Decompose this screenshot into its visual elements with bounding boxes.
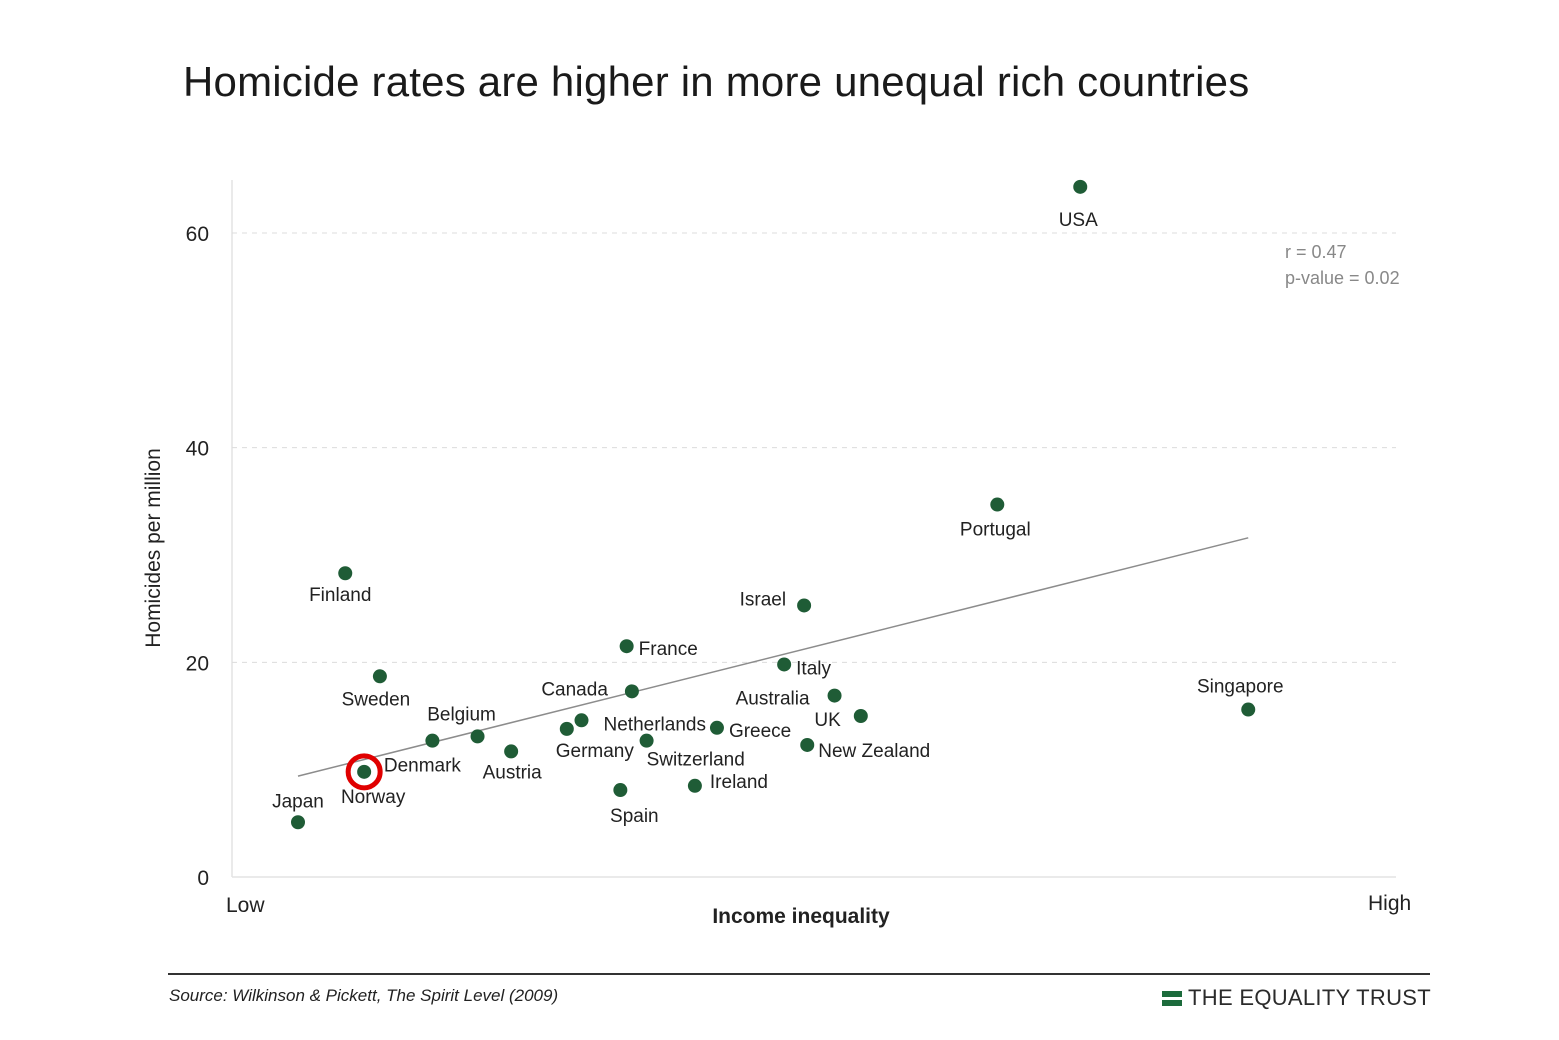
point-belgium — [470, 729, 485, 744]
point-uk — [853, 709, 868, 723]
point-japan — [291, 815, 305, 830]
point-ireland — [687, 778, 702, 793]
point-switzerland — [639, 733, 654, 748]
point-label-germany: Germany — [556, 741, 635, 762]
point-label-finland: Finland — [309, 585, 371, 606]
point-label-uk: UK — [814, 710, 841, 731]
point-label-usa: USA — [1059, 210, 1098, 231]
point-label-greece: Greece — [729, 721, 791, 742]
y-tick-label: 20 — [186, 652, 209, 675]
equals-bars-icon — [1162, 990, 1183, 1006]
source-note: Source: Wilkinson & Pickett, The Spirit … — [169, 986, 559, 1005]
y-axis-title: Homicides per million — [142, 448, 165, 648]
x-tick-label-high: High — [1368, 892, 1411, 915]
point-label-singapore: Singapore — [1197, 677, 1284, 698]
point-label-sweden: Sweden — [342, 689, 411, 710]
point-label-japan: Japan — [272, 791, 324, 812]
point-label-portugal: Portugal — [960, 520, 1031, 541]
x-tick-label-low: Low — [226, 894, 265, 917]
point-label-switzerland: Switzerland — [647, 750, 745, 771]
x-axis-title: Income inequality — [712, 905, 890, 928]
page-title: Homicide rates are higher in more unequa… — [183, 58, 1250, 105]
point-austria — [504, 744, 519, 759]
point-label-ireland: Ireland — [710, 772, 768, 793]
highlight-ring-norway — [345, 753, 383, 791]
point-spain — [613, 783, 628, 798]
point-finland — [338, 566, 353, 581]
point-denmark — [425, 733, 440, 748]
point-usa — [1073, 179, 1088, 194]
y-tick-label: 40 — [186, 438, 209, 461]
stats-annotation: p-value = 0.02 — [1285, 268, 1400, 288]
point-sweden — [372, 669, 387, 684]
point-label-norway: Norway — [341, 787, 406, 808]
trend-line — [297, 537, 1249, 777]
point-label-italy: Italy — [796, 658, 831, 679]
point-label-france: France — [639, 639, 698, 660]
y-tick-label: 0 — [197, 867, 209, 890]
brand-logo: THE EQUALITY TRUST — [1162, 985, 1431, 1011]
point-new-zealand — [800, 737, 815, 752]
point-israel — [797, 598, 812, 613]
point-label-canada: Canada — [541, 679, 608, 700]
point-canada — [624, 684, 639, 699]
point-italy — [777, 657, 792, 672]
point-label-spain: Spain — [610, 806, 659, 827]
y-tick-label: 60 — [186, 223, 209, 246]
point-netherlands — [574, 713, 589, 728]
point-label-belgium: Belgium — [427, 704, 496, 725]
point-label-new-zealand: New Zealand — [818, 741, 930, 762]
point-label-netherlands: Netherlands — [604, 714, 706, 735]
point-label-israel: Israel — [740, 589, 786, 610]
point-france — [619, 639, 634, 654]
point-label-australia: Australia — [736, 689, 810, 710]
point-norway — [357, 764, 372, 779]
point-germany — [559, 721, 574, 736]
brand-name: THE EQUALITY TRUST — [1188, 985, 1431, 1010]
point-australia — [827, 688, 842, 703]
footer-divider — [168, 973, 1430, 975]
point-label-austria: Austria — [483, 762, 543, 783]
stats-annotation: r = 0.47 — [1285, 242, 1347, 262]
point-greece — [709, 720, 724, 735]
point-label-denmark: Denmark — [384, 756, 462, 777]
point-portugal — [990, 497, 1005, 512]
point-singapore — [1241, 702, 1256, 717]
